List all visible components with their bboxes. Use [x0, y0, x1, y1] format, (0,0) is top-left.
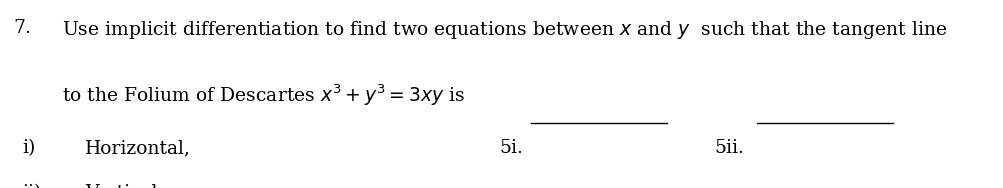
Text: Use implicit differentiation to find two equations between $x$ and $y$  such tha: Use implicit differentiation to find two… — [62, 19, 947, 41]
Text: 5ii.: 5ii. — [714, 139, 744, 157]
Text: 5i.: 5i. — [498, 139, 523, 157]
Text: 7.: 7. — [13, 19, 31, 37]
Text: to the Folium of Descartes $x^3 + y^3 = 3xy$ is: to the Folium of Descartes $x^3 + y^3 = … — [62, 83, 464, 108]
Text: Vertical: Vertical — [85, 184, 157, 188]
Text: ii): ii) — [22, 184, 41, 188]
Text: i): i) — [22, 139, 35, 157]
Text: Horizontal,: Horizontal, — [85, 139, 191, 157]
